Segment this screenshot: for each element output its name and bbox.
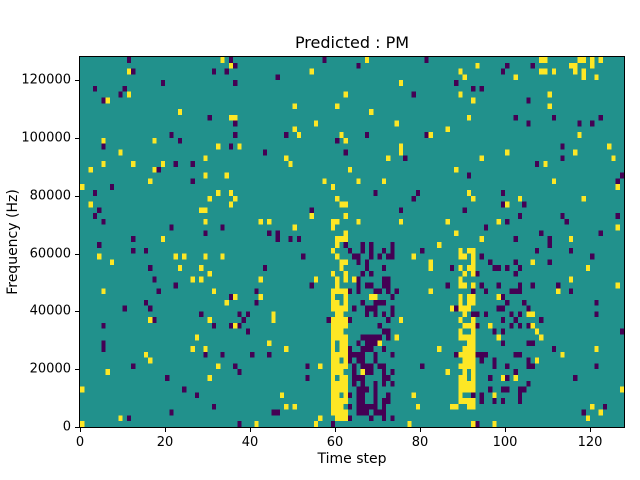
x-tick-label: 80 <box>411 435 429 450</box>
x-axis-label: Time step <box>317 451 387 467</box>
y-tick-label: 120000 <box>21 72 71 88</box>
x-tick-mark <box>165 428 166 432</box>
y-tick-mark <box>75 427 79 428</box>
x-tick-mark <box>590 428 591 432</box>
y-tick-label: 60000 <box>29 246 71 262</box>
x-tick-label: 40 <box>241 435 259 450</box>
y-tick-mark <box>75 137 79 139</box>
x-tick-mark <box>250 428 251 432</box>
y-tick-mark <box>75 369 79 371</box>
y-tick-label: 0 <box>62 419 71 435</box>
x-tick-label: 20 <box>156 435 174 450</box>
y-tick-label: 80000 <box>29 188 71 204</box>
x-tick-label: 120 <box>577 435 603 450</box>
y-tick-mark <box>75 195 79 197</box>
x-tick-mark <box>505 428 506 432</box>
x-tick-mark <box>80 428 81 432</box>
heatmap-canvas <box>79 56 625 428</box>
y-tick-label: 40000 <box>29 303 71 319</box>
x-tick-label: 100 <box>492 435 518 450</box>
x-tick-mark <box>335 428 336 432</box>
x-tick-label: 0 <box>75 435 85 450</box>
y-axis-label: Frequency (Hz) <box>5 189 21 295</box>
x-tick-label: 60 <box>326 435 344 450</box>
y-tick-mark <box>75 80 79 82</box>
y-tick-mark <box>75 311 79 313</box>
y-tick-mark <box>75 253 79 255</box>
x-tick-mark <box>420 428 421 432</box>
y-tick-label: 20000 <box>29 361 71 377</box>
y-tick-label: 100000 <box>21 130 71 146</box>
chart-title: Predicted : PM <box>294 33 410 52</box>
